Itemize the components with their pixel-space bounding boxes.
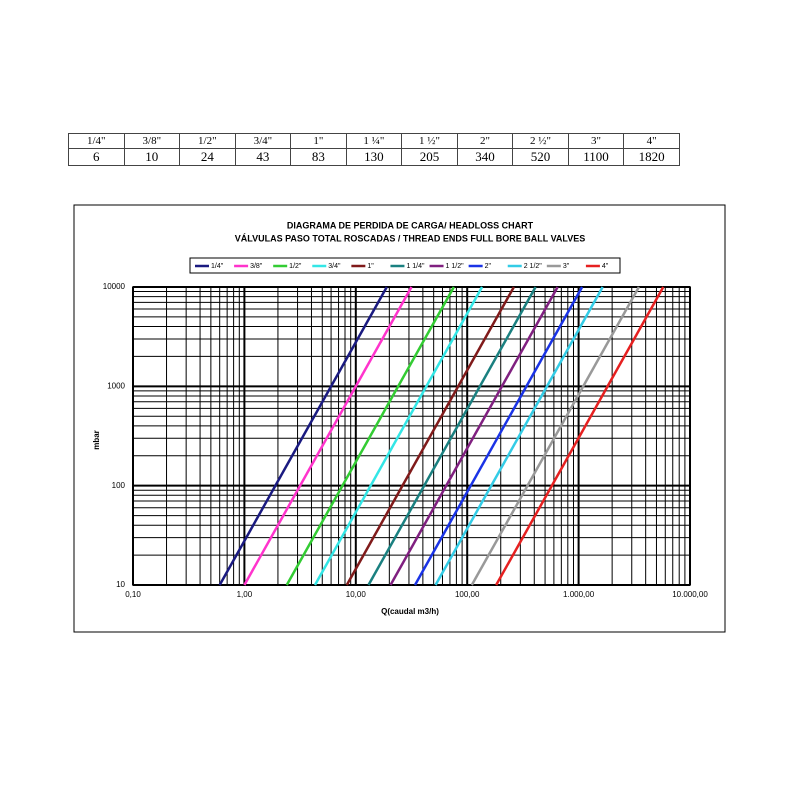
cell: 1820 [623, 148, 680, 166]
series-line [367, 286, 537, 586]
y-tick-label: 10000 [103, 282, 126, 291]
x-tick-label: 1,00 [237, 590, 253, 599]
cell: 130 [345, 148, 403, 166]
series-line [243, 286, 413, 586]
cell: 43 [234, 148, 292, 166]
chart-subtitle: VÁLVULAS PASO TOTAL ROSCADAS / THREAD EN… [235, 233, 586, 243]
legend-label: 1/2" [289, 263, 302, 270]
series-line [389, 286, 559, 586]
x-tick-label: 1.000,00 [563, 590, 595, 599]
y-tick-label: 1000 [107, 381, 125, 390]
series-line [313, 286, 484, 586]
cell: 1100 [567, 148, 625, 166]
legend-label: 3" [563, 263, 570, 270]
series-line [345, 286, 515, 586]
cell: 520 [512, 148, 569, 166]
chart-title: DIAGRAMA DE PERDIDA DE CARGA/ HEADLOSS C… [287, 220, 534, 230]
series-line [470, 286, 641, 586]
y-tick-label: 100 [112, 481, 126, 490]
valve-table: 1/4" 3/8" 1/2" 3/4" 1" 1 ¼" 1 ½" 2" 2 ½" 3" 4" 6 10… [68, 133, 680, 166]
plot-border [132, 286, 691, 586]
x-tick-label: 10.000,00 [672, 590, 708, 599]
x-tick-label: 10,00 [346, 590, 367, 599]
series-line [285, 286, 455, 586]
series-line [218, 286, 388, 586]
header-cell: 2 ½" [512, 133, 569, 149]
series-line [413, 286, 584, 586]
series-line [434, 286, 604, 586]
cell: 24 [179, 148, 236, 166]
cell: 10 [123, 148, 181, 166]
legend-label: 1 1/4" [406, 263, 425, 270]
y-tick-label: 10 [116, 580, 125, 589]
x-tick-label: 0,10 [125, 590, 141, 599]
legend-label: 4" [602, 263, 609, 270]
series-line [495, 286, 665, 586]
legend-label: 3/8" [250, 263, 263, 270]
legend-box [189, 257, 621, 274]
legend-label: 1" [367, 263, 374, 270]
cell: 205 [401, 148, 458, 166]
chart-frame [73, 204, 726, 633]
legend-label: 2" [485, 263, 492, 270]
legend-label: 3/4" [328, 263, 341, 270]
legend-label: 1/4" [211, 263, 224, 270]
cell: 83 [290, 148, 347, 166]
legend-label: 1 1/2" [446, 263, 465, 270]
legend-label: 2 1/2" [524, 263, 543, 270]
x-tick-label: 100,00 [455, 590, 480, 599]
y-axis-label: mbar [92, 430, 101, 450]
cell: 340 [456, 148, 514, 166]
data-row: 6 10 24 43 83 130 205 340 520 1100 1820 [68, 148, 680, 166]
x-axis-label: Q(caudal m3/h) [381, 607, 439, 616]
